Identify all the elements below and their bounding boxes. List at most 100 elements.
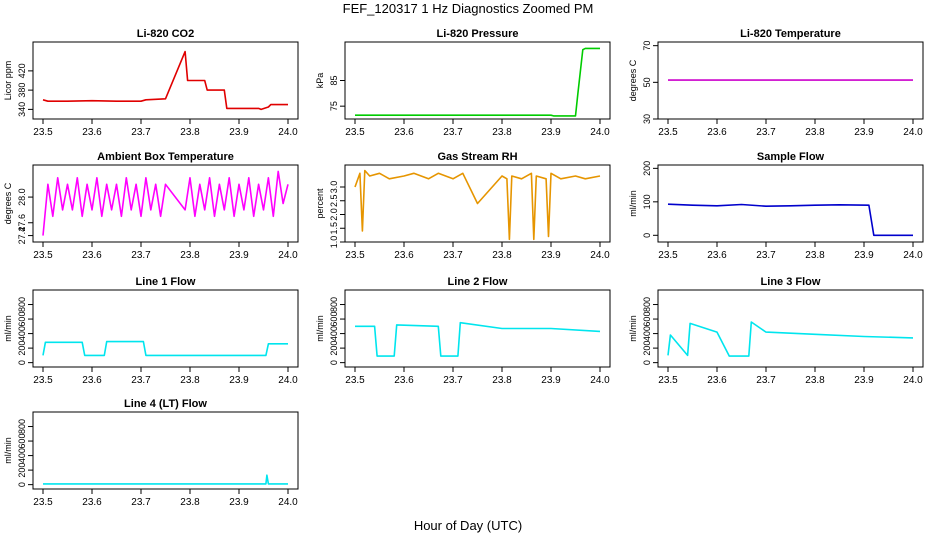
panel-9: Line 3 Flow 23.5 23.6 23.7 23.8 23.9 24.0 0 2004… <box>628 276 924 386</box>
x-tick-label: 23.7 <box>443 127 463 138</box>
x-tick-label: 23.8 <box>805 250 825 261</box>
y-axis-label: Licor ppm <box>3 61 13 101</box>
y-tick-label: 0 <box>329 360 339 365</box>
y-axis-label: ml/min <box>628 190 638 217</box>
x-tick-label: 23.5 <box>345 127 365 138</box>
y-tick-label: 600 <box>17 312 27 327</box>
x-tick-label: 23.9 <box>541 127 561 138</box>
series-line <box>42 170 289 236</box>
plot-frame <box>32 411 299 490</box>
x-tick-label: 23.8 <box>805 375 825 386</box>
x-tick-label: 23.8 <box>180 127 200 138</box>
panel-2: Li-820 Pressure 23.5 23.6 23.7 23.8 23.9 24.0 7… <box>315 28 611 138</box>
x-tick-label: 23.8 <box>180 250 200 261</box>
plot-frame <box>32 164 299 243</box>
x-tick-label: 23.5 <box>33 127 53 138</box>
series-line <box>355 47 600 117</box>
panel-10: Line 4 (LT) Flow 23.5 23.6 23.7 23.8 23.9 24.0… <box>3 398 299 508</box>
series-line <box>43 474 288 485</box>
y-tick-label: 380 <box>17 83 27 98</box>
y-axis-label: ml/min <box>3 315 13 342</box>
plot-frame <box>657 41 924 120</box>
x-tick-label: 23.7 <box>756 127 776 138</box>
x-tick-label: 23.5 <box>345 250 365 261</box>
y-tick-label: 400 <box>329 326 339 341</box>
plot-frame <box>657 164 924 243</box>
panel-title: Sample Flow <box>757 151 825 163</box>
y-tick-label: 600 <box>329 312 339 327</box>
y-tick-label: 200 <box>17 463 27 478</box>
series-line <box>42 50 288 111</box>
x-tick-label: 23.9 <box>541 250 561 261</box>
y-axis-label: ml/min <box>628 315 638 342</box>
y-axis-label: degrees C <box>3 182 13 224</box>
x-tick-label: 24.0 <box>278 250 298 261</box>
y-tick-label: 27.6 <box>17 214 27 232</box>
x-tick-label: 23.6 <box>82 375 102 386</box>
plot-frame <box>657 289 924 368</box>
x-tick-label: 23.9 <box>541 375 561 386</box>
x-tick-label: 23.5 <box>658 375 678 386</box>
x-tick-label: 23.8 <box>805 127 825 138</box>
y-tick-label: 800 <box>17 419 27 434</box>
x-tick-label: 23.6 <box>394 250 414 261</box>
panel-4: Ambient Box Temperature 23.5 23.6 23.7 23.8 2… <box>3 151 299 261</box>
x-tick-label: 23.8 <box>492 375 512 386</box>
x-tick-label: 23.6 <box>707 250 727 261</box>
panel-title: Gas Stream RH <box>437 151 517 163</box>
y-tick-label: 200 <box>17 341 27 356</box>
y-tick-label: 75 <box>329 101 339 111</box>
panel-title: Line 4 (LT) Flow <box>124 398 207 410</box>
x-tick-label: 23.7 <box>756 375 776 386</box>
series-line <box>667 321 914 357</box>
y-tick-label: 0 <box>642 360 652 365</box>
x-tick-label: 23.9 <box>229 375 249 386</box>
y-tick-label: 27.4 <box>17 227 27 245</box>
panel-6: Sample Flow 23.5 23.6 23.7 23.8 23.9 24.0 0 100 2… <box>628 151 924 261</box>
y-tick-label: 1.5 <box>329 222 339 235</box>
x-tick-label: 23.7 <box>131 250 151 261</box>
x-tick-label: 23.7 <box>443 375 463 386</box>
panel-title: Li-820 Temperature <box>740 28 841 40</box>
x-tick-label: 23.9 <box>229 497 249 508</box>
y-tick-label: 0 <box>642 233 652 238</box>
y-tick-label: 3.0 <box>329 181 339 194</box>
panel-title: Ambient Box Temperature <box>97 151 234 163</box>
y-tick-label: 800 <box>329 297 339 312</box>
y-axis-label: ml/min <box>315 315 325 342</box>
x-tick-label: 23.7 <box>131 497 151 508</box>
y-axis-label: percent <box>315 188 325 219</box>
x-tick-label: 23.6 <box>82 127 102 138</box>
y-tick-label: 30 <box>642 114 652 124</box>
x-tick-label: 23.6 <box>707 375 727 386</box>
x-tick-label: 24.0 <box>590 375 610 386</box>
x-tick-label: 24.0 <box>903 375 923 386</box>
x-tick-label: 23.9 <box>854 250 874 261</box>
y-axis-label: kPa <box>315 73 325 89</box>
panel-title: Line 1 Flow <box>136 276 196 288</box>
y-tick-label: 50 <box>642 77 652 87</box>
x-tick-label: 24.0 <box>278 127 298 138</box>
y-axis-label: ml/min <box>3 437 13 464</box>
plot-frame <box>344 164 611 243</box>
panel-title: Li-820 CO2 <box>137 28 194 40</box>
series-line <box>355 321 601 357</box>
y-axis-label: degrees C <box>628 59 638 101</box>
y-tick-label: 200 <box>329 341 339 356</box>
x-tick-label: 23.7 <box>131 375 151 386</box>
plot-frame <box>344 289 611 368</box>
x-tick-label: 24.0 <box>903 250 923 261</box>
x-tick-label: 23.5 <box>345 375 365 386</box>
y-tick-label: 1.0 <box>329 236 339 249</box>
x-tick-label: 23.6 <box>394 127 414 138</box>
y-tick-label: 400 <box>17 448 27 463</box>
x-tick-label: 23.5 <box>33 497 53 508</box>
y-tick-label: 420 <box>17 63 27 78</box>
y-tick-label: 0 <box>17 360 27 365</box>
y-tick-label: 0 <box>17 482 27 487</box>
y-tick-label: 28.0 <box>17 188 27 206</box>
series-line <box>354 169 601 241</box>
y-tick-label: 70 <box>642 41 652 51</box>
x-tick-label: 23.6 <box>82 497 102 508</box>
